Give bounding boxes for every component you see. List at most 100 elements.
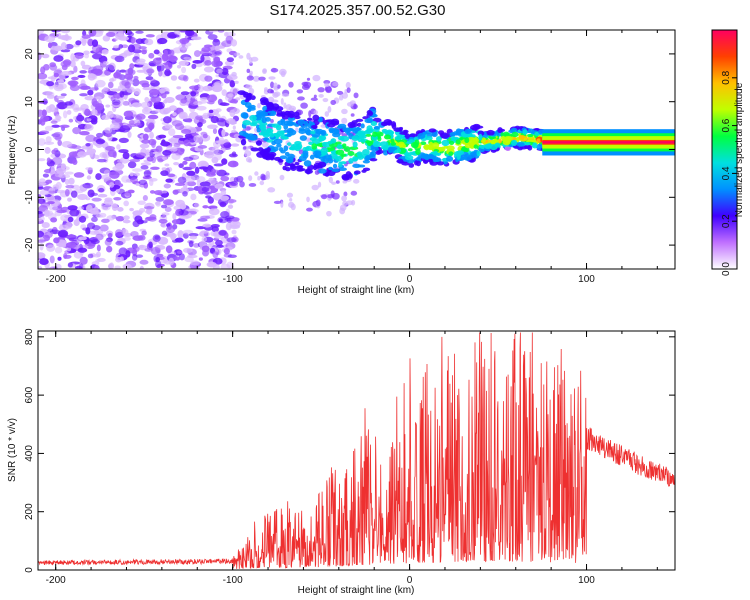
- spectrogram-signal-blob: [337, 123, 347, 129]
- spectrogram-noise-blob: [38, 30, 45, 34]
- spectrogram-noise-blob: [95, 46, 104, 55]
- spectrogram-noise-blob: [88, 30, 97, 37]
- spectrogram-noise-blob: [178, 253, 185, 261]
- snr-y-tick-label: 200: [24, 503, 35, 520]
- spectrogram-noise-blob: [232, 161, 237, 167]
- spectrogram-noise-blob: [53, 237, 60, 244]
- spectrogram-signal-blob: [335, 149, 345, 156]
- spectrogram-noise-blob: [227, 254, 237, 259]
- spectrogram-noise-blob: [140, 165, 149, 170]
- spectrogram-signal-blob: [391, 123, 397, 130]
- spectrogram-noise-blob: [168, 34, 180, 38]
- spectrogram-noise-blob: [66, 110, 72, 115]
- spectrogram-noise-blob: [148, 216, 157, 222]
- spectrogram-noise-blob: [44, 35, 56, 43]
- spectrogram-noise-blob: [202, 85, 214, 92]
- spectrogram-noise-blob: [350, 113, 355, 117]
- spectrogram-noise-blob: [152, 234, 161, 243]
- spectrogram-noise-blob: [204, 75, 213, 82]
- spectrogram-noise-blob: [80, 60, 86, 67]
- spectrogram-noise-blob: [213, 38, 220, 43]
- spectrogram-signal-blob: [305, 145, 312, 151]
- spectrogram-noise-blob: [239, 181, 245, 188]
- spectrogram-signal-blob: [349, 122, 359, 128]
- spectrogram-noise-blob: [311, 184, 319, 191]
- snr-x-axis-label: Height of straight line (km): [298, 585, 415, 596]
- spectrogram-signal-blob: [320, 150, 328, 156]
- spectrogram-signal-blob: [309, 154, 315, 160]
- spectrogram-noise-blob: [44, 209, 50, 218]
- spectrogram-noise-blob: [133, 246, 140, 252]
- spectrogram-x-tick-label: 0: [407, 274, 413, 285]
- spectrogram-noise-blob: [254, 171, 259, 176]
- spectrogram-noise-blob: [63, 254, 72, 259]
- spectrogram-noise-blob: [162, 156, 168, 161]
- spectrogram-y-tick-label: 20: [24, 48, 35, 60]
- spectrogram-noise-blob: [141, 230, 147, 236]
- spectrogram-noise-blob: [188, 240, 194, 248]
- spectrogram-noise-blob: [247, 158, 253, 163]
- spectrogram-signal-blob: [445, 155, 454, 162]
- spectrogram-noise-blob: [95, 103, 105, 111]
- spectrogram-noise-blob: [215, 45, 225, 49]
- spectrogram-signal-blob: [251, 120, 257, 126]
- spectrogram-noise-blob: [252, 75, 261, 82]
- spectrogram-signal-blob: [271, 140, 277, 146]
- spectrogram-noise-blob: [317, 181, 322, 188]
- spectrogram-noise-blob: [144, 96, 150, 103]
- spectrogram-noise-blob: [187, 254, 198, 259]
- spectrogram-noise-blob: [150, 96, 162, 103]
- spectrogram-noise-blob: [139, 259, 149, 265]
- spectrogram-noise-blob: [38, 197, 43, 204]
- spectrogram-noise-blob: [50, 217, 58, 223]
- spectrogram-noise-blob: [260, 173, 266, 181]
- spectrogram-noise-blob: [170, 75, 178, 81]
- spectrogram-noise-blob: [216, 68, 223, 74]
- spectrogram-noise-blob: [114, 37, 119, 41]
- spectrogram-signal-blob: [240, 138, 247, 146]
- spectrogram-noise-blob: [82, 182, 94, 189]
- spectrogram-signal-blob: [435, 159, 440, 163]
- spectrogram-noise-blob: [208, 109, 214, 114]
- spectrogram-noise-blob: [95, 173, 102, 180]
- spectrogram-signal-blob: [367, 111, 374, 117]
- spectrogram-signal-blob: [310, 125, 318, 129]
- spectrogram-noise-blob: [306, 207, 313, 212]
- spectrogram-noise-blob: [172, 134, 184, 139]
- spectrogram-noise-blob: [193, 202, 200, 208]
- spectrogram-noise-blob: [73, 219, 80, 227]
- spectrogram-noise-blob: [141, 139, 151, 144]
- spectrogram-x-tick-label: 100: [578, 274, 595, 285]
- spectrogram-noise-blob: [201, 245, 210, 253]
- spectrogram-signal-blob: [242, 133, 251, 138]
- spectrogram-noise-blob: [158, 218, 168, 224]
- spectrogram-noise-blob: [45, 91, 55, 97]
- spectrogram-noise-blob: [73, 65, 78, 73]
- spectrogram-noise-blob: [92, 53, 103, 60]
- spectrogram-signal-blob: [265, 131, 274, 137]
- spectrogram-noise-blob: [91, 216, 98, 222]
- spectrogram-noise-blob: [68, 237, 79, 241]
- spectrogram-noise-blob: [61, 64, 68, 71]
- spectrogram-signal-blob: [261, 98, 268, 103]
- spectrogram-noise-blob: [283, 102, 287, 109]
- spectrogram-noise-blob: [38, 217, 43, 222]
- snr-x-tick-label: 100: [578, 575, 595, 586]
- colorbar-gradient: [711, 29, 738, 270]
- spectrogram-signal-blob: [464, 137, 470, 144]
- spectrogram-signal-blob: [256, 151, 265, 158]
- spectrogram-noise-blob: [81, 34, 91, 39]
- spectrogram-noise-blob: [114, 265, 121, 269]
- spectrogram-noise-blob: [194, 166, 200, 174]
- spectrogram-noise-blob: [115, 240, 124, 246]
- spectrogram-noise-blob: [155, 108, 162, 113]
- spectrogram-noise-blob: [288, 81, 294, 88]
- spectrogram-y-tick-label: 0: [24, 146, 35, 152]
- spectrogram-noise-blob: [123, 200, 129, 207]
- spectrogram-noise-blob: [119, 90, 125, 98]
- spectrogram-signal-blob: [390, 138, 395, 144]
- spectrogram-signal-blob: [473, 144, 479, 149]
- spectrogram-noise-blob: [327, 105, 332, 113]
- spectrogram-noise-blob: [127, 31, 134, 37]
- spectrogram-noise-blob: [146, 68, 155, 74]
